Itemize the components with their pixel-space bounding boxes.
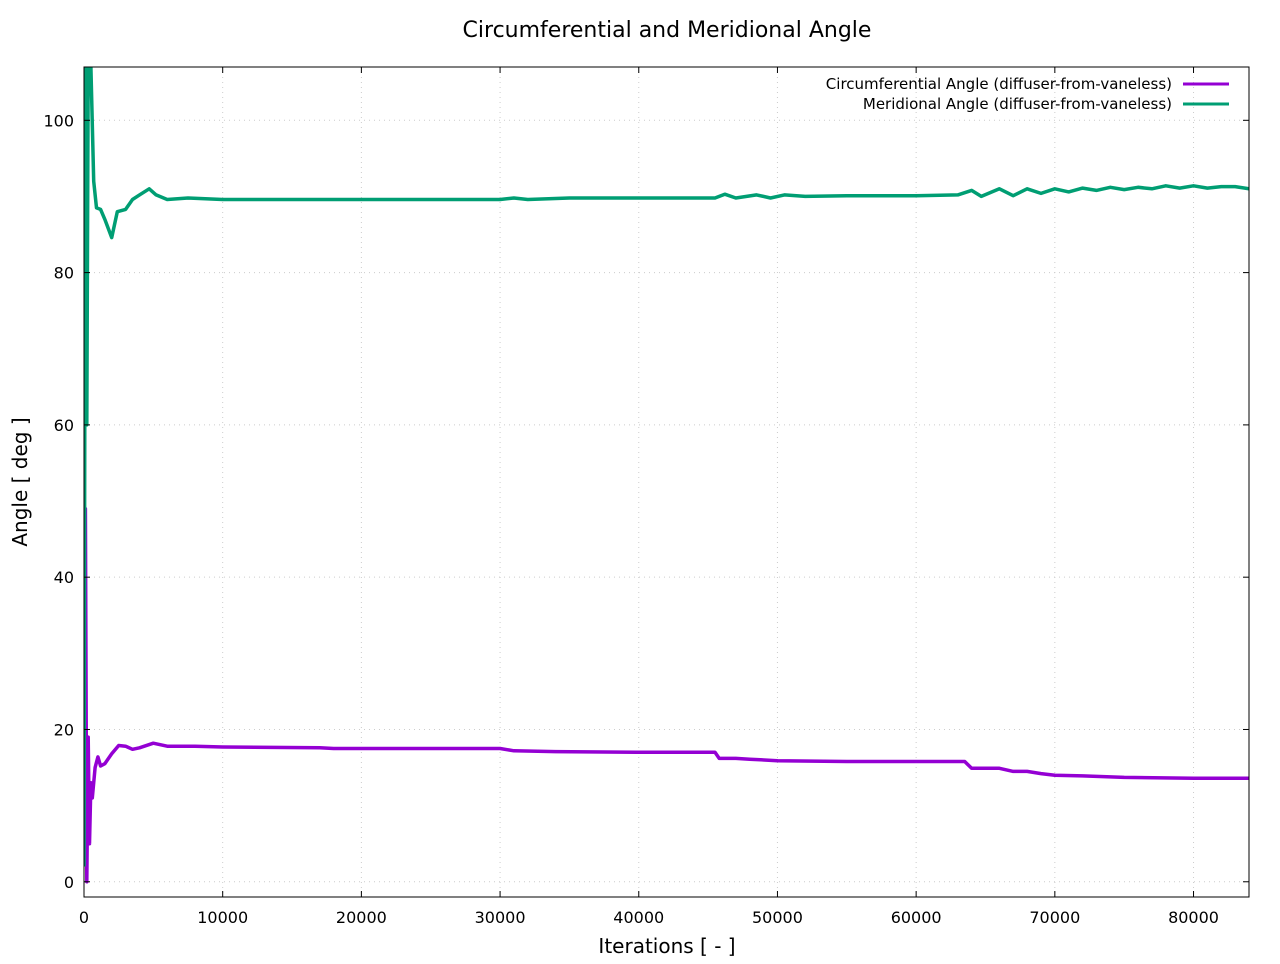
legend-label: Circumferential Angle (diffuser-from-van…	[826, 75, 1172, 93]
y-tick-label: 20	[54, 720, 74, 739]
plot-border	[83, 66, 1250, 898]
axis-ticks: 0 10000 20000 30000 40000 50000 60000 70000 8000…	[43, 67, 1249, 927]
y-tick-label: 0	[64, 873, 74, 892]
y-tick-label: 80	[54, 264, 74, 283]
grid	[83, 67, 1249, 897]
x-axis-label: Iterations [ - ]	[598, 934, 735, 958]
y-tick-label: 40	[54, 568, 74, 587]
x-tick-label: 30000	[475, 908, 526, 927]
series-line-1	[84, 67, 1249, 867]
x-tick-label: 70000	[1029, 908, 1080, 927]
x-tick-label: 10000	[197, 908, 248, 927]
y-tick-label: 60	[54, 416, 74, 435]
series-group	[84, 67, 1249, 884]
y-tick-label: 100	[43, 111, 74, 130]
series-line-0	[84, 506, 1249, 884]
x-tick-label: 50000	[752, 908, 803, 927]
x-tick-label: 60000	[891, 908, 942, 927]
x-tick-label: 80000	[1168, 908, 1219, 927]
y-axis-label: Angle [ deg ]	[8, 417, 32, 546]
chart-title: Circumferential and Meridional Angle	[463, 18, 872, 43]
legend: Circumferential Angle (diffuser-from-van…	[826, 75, 1229, 113]
x-tick-label: 0	[79, 908, 89, 927]
legend-label: Meridional Angle (diffuser-from-vaneless…	[863, 95, 1172, 113]
x-tick-label: 40000	[613, 908, 664, 927]
x-tick-label: 20000	[336, 908, 387, 927]
